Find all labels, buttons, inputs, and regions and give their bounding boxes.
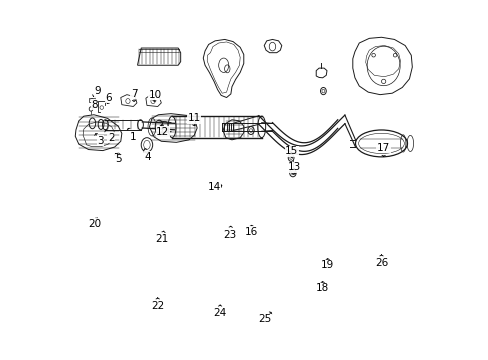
Text: 7: 7 — [130, 89, 137, 102]
Text: 14: 14 — [207, 182, 222, 192]
Text: 6: 6 — [105, 93, 112, 104]
Text: 2: 2 — [104, 130, 114, 143]
Text: 18: 18 — [315, 282, 328, 293]
Text: 9: 9 — [92, 86, 101, 97]
Text: 4: 4 — [143, 149, 151, 162]
Text: 23: 23 — [223, 226, 236, 239]
Text: 17: 17 — [376, 143, 389, 156]
Text: 13: 13 — [287, 162, 300, 174]
Text: 10: 10 — [149, 90, 162, 102]
Text: 16: 16 — [244, 225, 258, 237]
Text: 12: 12 — [156, 125, 169, 136]
Text: 25: 25 — [258, 312, 271, 324]
Text: 19: 19 — [321, 258, 334, 270]
Text: 24: 24 — [213, 305, 226, 318]
Text: 20: 20 — [88, 218, 101, 229]
Text: 11: 11 — [187, 113, 201, 126]
Text: 5: 5 — [114, 153, 122, 164]
Text: 3: 3 — [95, 134, 103, 145]
Text: 21: 21 — [155, 231, 168, 244]
Bar — [89, 98, 95, 102]
Text: 26: 26 — [374, 255, 387, 268]
Text: 8: 8 — [91, 100, 98, 110]
Text: 22: 22 — [151, 298, 164, 311]
Text: 15: 15 — [285, 146, 298, 157]
Text: 1: 1 — [127, 128, 136, 142]
